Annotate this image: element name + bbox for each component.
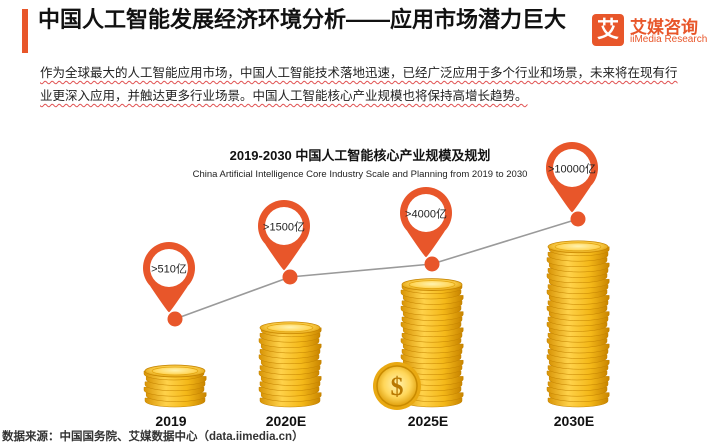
description-body: 作为全球最大的人工智能应用市场，中国人工智能技术落地迅速，已经广泛应用于多个行业… xyxy=(40,66,678,103)
logo-mark: 艾 xyxy=(592,14,624,46)
data-label-pin-2020E: >1500亿 xyxy=(258,200,310,271)
page-title: 中国人工智能发展经济环境分析——应用市场潜力巨大 xyxy=(38,7,567,32)
chart-subtitle: China Artificial Intelligence Core Indus… xyxy=(192,169,528,180)
x-tick-label-2019: 2019 xyxy=(155,413,186,429)
data-label-pin-2030E: >10000亿 xyxy=(546,142,598,213)
iimedia-logo: 艾 艾媒咨询 iiMedia Research xyxy=(592,14,710,50)
data-point-2019 xyxy=(167,311,183,327)
coin-stack-2025E xyxy=(400,278,464,408)
data-label-pin-2025E: >4000亿 xyxy=(400,187,452,258)
data-source: 数据来源：中国国务院、艾媒数据中心（data.iimedia.cn） xyxy=(2,431,304,443)
coin-stack-2019 xyxy=(143,364,207,408)
data-label-pin-2019: >510亿 xyxy=(143,242,195,313)
data-label-2025E: >4000亿 xyxy=(405,208,447,221)
data-point-2030E xyxy=(570,211,586,227)
logo-text-cn: 艾媒咨询 xyxy=(630,18,698,37)
svg-text:$: $ xyxy=(391,372,404,401)
trend-line-layer xyxy=(174,218,579,320)
data-label-2020E: >1500亿 xyxy=(263,221,305,234)
x-tick-label-2025E: 2025E xyxy=(408,413,448,429)
coin-stack-2020E xyxy=(258,321,322,408)
coin-stack-2030E xyxy=(546,240,610,408)
data-point-2020E xyxy=(282,269,298,285)
chart-title: 2019-2030 中国人工智能核心产业规模及规划 xyxy=(229,148,491,163)
markers-layer: >510亿 >1500亿 >4000亿 >10000亿 xyxy=(143,142,598,327)
description-text: 作为全球最大的人工智能应用市场，中国人工智能技术落地迅速，已经广泛应用于多个行业… xyxy=(40,62,686,108)
x-tick-label-2020E: 2020E xyxy=(266,413,306,429)
x-axis-labels-layer: 2019 2020E 2025E 2030E xyxy=(155,413,594,429)
data-point-2025E xyxy=(424,256,440,272)
x-tick-label-2030E: 2030E xyxy=(554,413,594,429)
coin-stacks-layer xyxy=(143,240,610,408)
dollar-coin-icon: $ xyxy=(373,362,421,410)
trend-line xyxy=(174,218,579,320)
title-accent-bar xyxy=(22,9,28,53)
logo-text-en: iiMedia Research xyxy=(630,34,708,45)
data-label-2019: >510亿 xyxy=(151,263,187,276)
data-label-2030E: >10000亿 xyxy=(548,163,596,176)
